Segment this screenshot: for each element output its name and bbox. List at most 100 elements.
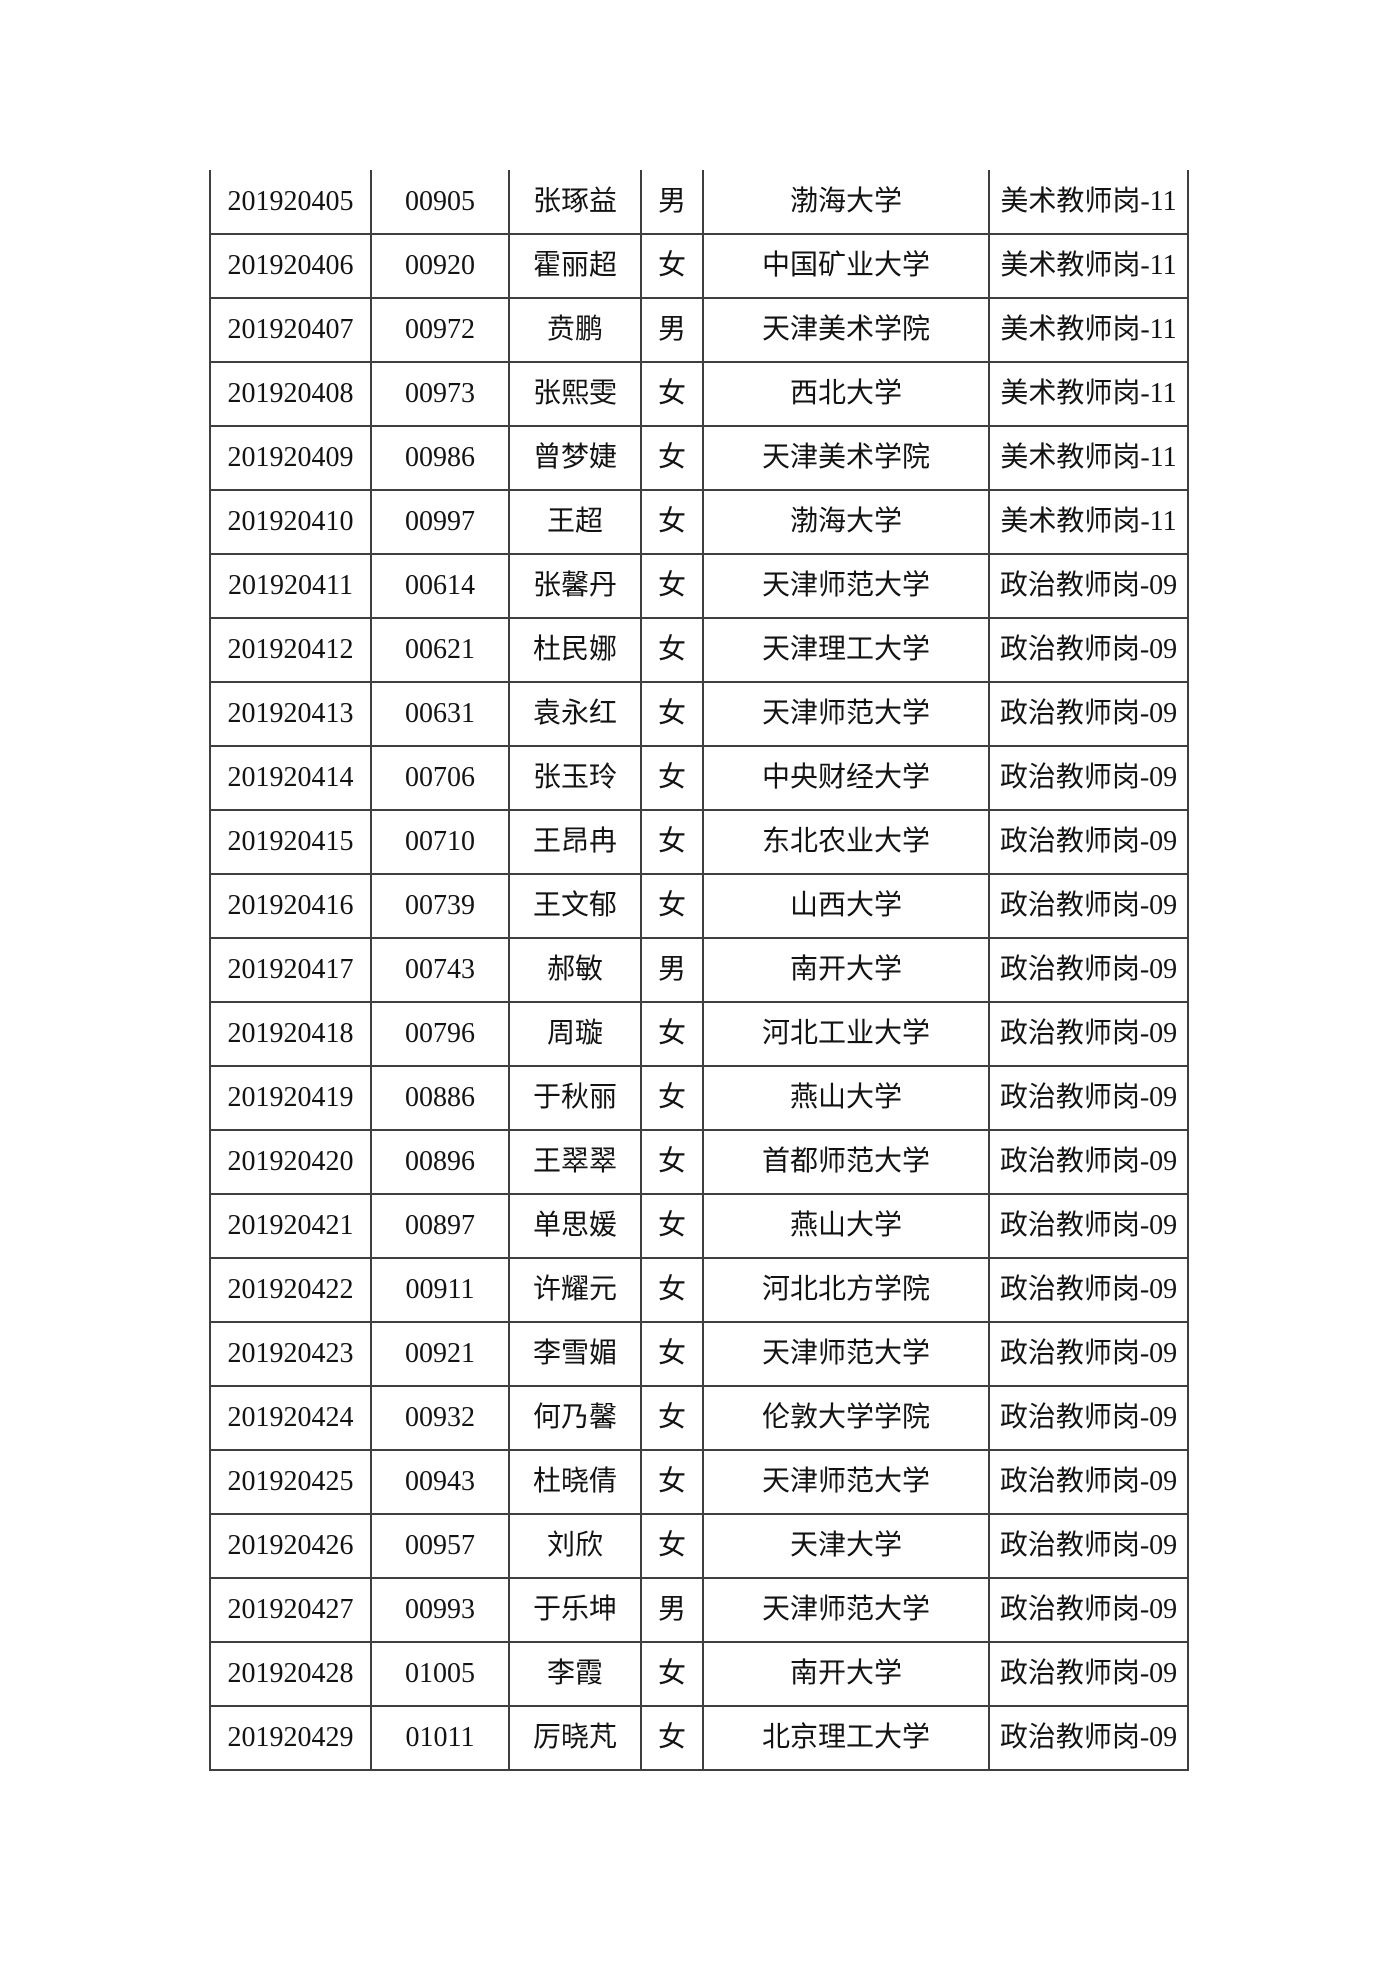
exam-code-cell: 00897: [370, 1193, 510, 1259]
gender-cell: 女: [640, 809, 704, 875]
position-cell: 政治教师岗-09: [988, 1321, 1189, 1387]
position-cell: 政治教师岗-09: [988, 1001, 1189, 1067]
position-cell: 政治教师岗-09: [988, 617, 1189, 683]
gender-cell: 女: [640, 617, 704, 683]
gender-cell: 女: [640, 1001, 704, 1067]
exam-code-cell: 00886: [370, 1065, 510, 1131]
university-cell: 南开大学: [702, 937, 990, 1003]
position-cell: 政治教师岗-09: [988, 553, 1189, 619]
name-cell: 王翠翠: [508, 1129, 642, 1195]
exam-code-cell: 00621: [370, 617, 510, 683]
table-row: 201920417 00743 郝敏 男 南开大学 政治教师岗-09: [209, 937, 1189, 1003]
exam-code-cell: 00614: [370, 553, 510, 619]
university-cell: 中央财经大学: [702, 745, 990, 811]
registration-number-cell: 201920411: [209, 553, 372, 619]
exam-code-cell: 01011: [370, 1705, 510, 1771]
registration-number-cell: 201920420: [209, 1129, 372, 1195]
name-cell: 李雪媚: [508, 1321, 642, 1387]
university-cell: 东北农业大学: [702, 809, 990, 875]
name-cell: 贲鹏: [508, 297, 642, 363]
name-cell: 李霞: [508, 1641, 642, 1707]
name-cell: 杜民娜: [508, 617, 642, 683]
university-cell: 伦敦大学学院: [702, 1385, 990, 1451]
position-cell: 政治教师岗-09: [988, 1385, 1189, 1451]
table-row: 201920407 00972 贲鹏 男 天津美术学院 美术教师岗-11: [209, 297, 1189, 363]
name-cell: 张琢益: [508, 170, 642, 235]
gender-cell: 女: [640, 1705, 704, 1771]
exam-code-cell: 00957: [370, 1513, 510, 1579]
exam-code-cell: 00943: [370, 1449, 510, 1515]
university-cell: 中国矿业大学: [702, 233, 990, 299]
university-cell: 天津美术学院: [702, 425, 990, 491]
table-body: 201920405 00905 张琢益 男 渤海大学 美术教师岗-11 2019…: [209, 170, 1189, 1771]
gender-cell: 男: [640, 1577, 704, 1643]
university-cell: 天津大学: [702, 1513, 990, 1579]
table-row: 201920426 00957 刘欣 女 天津大学 政治教师岗-09: [209, 1513, 1189, 1579]
university-cell: 天津师范大学: [702, 1321, 990, 1387]
university-cell: 西北大学: [702, 361, 990, 427]
university-cell: 南开大学: [702, 1641, 990, 1707]
exam-code-cell: 00932: [370, 1385, 510, 1451]
position-cell: 政治教师岗-09: [988, 937, 1189, 1003]
name-cell: 王文郁: [508, 873, 642, 939]
university-cell: 燕山大学: [702, 1193, 990, 1259]
position-cell: 政治教师岗-09: [988, 1257, 1189, 1323]
gender-cell: 男: [640, 297, 704, 363]
university-cell: 天津师范大学: [702, 1577, 990, 1643]
university-cell: 首都师范大学: [702, 1129, 990, 1195]
university-cell: 天津师范大学: [702, 681, 990, 747]
registration-number-cell: 201920423: [209, 1321, 372, 1387]
position-cell: 政治教师岗-09: [988, 1705, 1189, 1771]
name-cell: 王昂冉: [508, 809, 642, 875]
name-cell: 郝敏: [508, 937, 642, 1003]
position-cell: 美术教师岗-11: [988, 297, 1189, 363]
registration-number-cell: 201920418: [209, 1001, 372, 1067]
gender-cell: 女: [640, 745, 704, 811]
gender-cell: 女: [640, 1193, 704, 1259]
registration-number-cell: 201920419: [209, 1065, 372, 1131]
position-cell: 美术教师岗-11: [988, 170, 1189, 235]
gender-cell: 女: [640, 681, 704, 747]
table-row: 201920415 00710 王昂冉 女 东北农业大学 政治教师岗-09: [209, 809, 1189, 875]
position-cell: 美术教师岗-11: [988, 361, 1189, 427]
registration-number-cell: 201920417: [209, 937, 372, 1003]
name-cell: 张熙雯: [508, 361, 642, 427]
position-cell: 政治教师岗-09: [988, 1513, 1189, 1579]
gender-cell: 女: [640, 489, 704, 555]
table-row: 201920419 00886 于秋丽 女 燕山大学 政治教师岗-09: [209, 1065, 1189, 1131]
table-row: 201920408 00973 张熙雯 女 西北大学 美术教师岗-11: [209, 361, 1189, 427]
name-cell: 曾梦婕: [508, 425, 642, 491]
candidate-roster-table: 201920405 00905 张琢益 男 渤海大学 美术教师岗-11 2019…: [209, 170, 1189, 1771]
name-cell: 袁永红: [508, 681, 642, 747]
position-cell: 政治教师岗-09: [988, 1129, 1189, 1195]
exam-code-cell: 00743: [370, 937, 510, 1003]
table-row: 201920405 00905 张琢益 男 渤海大学 美术教师岗-11: [209, 170, 1189, 235]
university-cell: 渤海大学: [702, 170, 990, 235]
university-cell: 山西大学: [702, 873, 990, 939]
name-cell: 王超: [508, 489, 642, 555]
registration-number-cell: 201920414: [209, 745, 372, 811]
university-cell: 天津师范大学: [702, 553, 990, 619]
registration-number-cell: 201920428: [209, 1641, 372, 1707]
gender-cell: 女: [640, 1257, 704, 1323]
registration-number-cell: 201920425: [209, 1449, 372, 1515]
position-cell: 政治教师岗-09: [988, 1577, 1189, 1643]
gender-cell: 女: [640, 1449, 704, 1515]
university-cell: 燕山大学: [702, 1065, 990, 1131]
name-cell: 许耀元: [508, 1257, 642, 1323]
table-row: 201920412 00621 杜民娜 女 天津理工大学 政治教师岗-09: [209, 617, 1189, 683]
table-row: 201920428 01005 李霞 女 南开大学 政治教师岗-09: [209, 1641, 1189, 1707]
exam-code-cell: 00631: [370, 681, 510, 747]
gender-cell: 女: [640, 233, 704, 299]
position-cell: 政治教师岗-09: [988, 809, 1189, 875]
exam-code-cell: 00896: [370, 1129, 510, 1195]
table-row: 201920406 00920 霍丽超 女 中国矿业大学 美术教师岗-11: [209, 233, 1189, 299]
name-cell: 周璇: [508, 1001, 642, 1067]
gender-cell: 女: [640, 1321, 704, 1387]
registration-number-cell: 201920416: [209, 873, 372, 939]
gender-cell: 女: [640, 873, 704, 939]
table-row: 201920427 00993 于乐坤 男 天津师范大学 政治教师岗-09: [209, 1577, 1189, 1643]
table-row: 201920424 00932 何乃馨 女 伦敦大学学院 政治教师岗-09: [209, 1385, 1189, 1451]
name-cell: 杜晓倩: [508, 1449, 642, 1515]
